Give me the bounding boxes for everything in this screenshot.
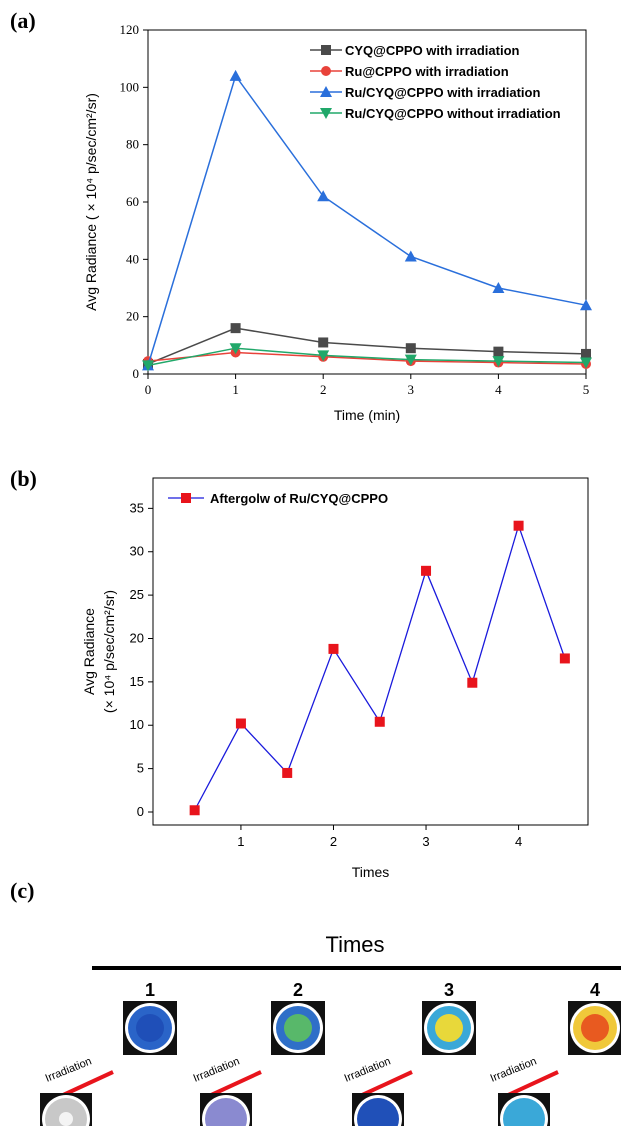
data-point	[421, 565, 432, 576]
y-axis-label-line1: Avg Radiance	[81, 608, 97, 695]
data-point	[404, 354, 417, 366]
legend-label: Ru/CYQ@CPPO with irradiation	[345, 85, 540, 100]
irradiation-label: Irradiation	[192, 1055, 242, 1084]
y-tick-label: 0	[133, 366, 140, 381]
irradiation-label: Irradiation	[489, 1055, 539, 1084]
x-tick-label: 2	[320, 382, 327, 397]
data-point	[559, 653, 570, 664]
data-point	[317, 350, 330, 362]
x-tick-label: 3	[422, 834, 429, 849]
data-point	[581, 348, 591, 359]
series-line	[147, 347, 587, 367]
panel-a-label: (a)	[10, 8, 36, 33]
data-point	[513, 520, 524, 531]
thumb-top-core	[581, 1014, 609, 1042]
thumb-top-core	[136, 1014, 164, 1042]
y-tick-label: 100	[120, 79, 140, 94]
data-point	[580, 299, 592, 311]
data-point	[492, 282, 505, 293]
x-tick-label: 0	[145, 382, 152, 397]
y-tick-label: 20	[130, 630, 144, 645]
series-line	[147, 74, 587, 366]
irradiation-bar	[208, 1070, 262, 1098]
data-point	[492, 356, 505, 368]
y-axis-label: Avg Radiance ( × 10⁴ p/sec/cm²/sr)	[83, 93, 99, 311]
legend-label: Aftergolw of Ru/CYQ@CPPO	[210, 491, 388, 506]
data-point	[230, 323, 241, 334]
irradiation-bar	[60, 1070, 114, 1098]
legend-marker	[320, 108, 332, 119]
data-point	[405, 343, 416, 354]
chart-a-frame	[147, 29, 587, 375]
data-point	[328, 643, 339, 654]
thumb-number: 2	[293, 980, 303, 1000]
legend-marker	[320, 86, 332, 97]
data-point	[142, 360, 154, 372]
x-tick-label: 1	[232, 382, 239, 397]
data-point	[317, 190, 330, 202]
y-tick-label: 80	[126, 137, 139, 152]
y-tick-label: 15	[130, 674, 144, 689]
panel-c-label: (c)	[10, 878, 35, 903]
data-point	[374, 716, 385, 727]
irradiation-bar	[359, 1070, 413, 1098]
data-point	[404, 250, 417, 262]
thumb-bottom-glow	[357, 1098, 399, 1126]
data-point	[229, 343, 242, 355]
thumb-top-core	[435, 1014, 463, 1042]
thumb-number: 3	[444, 980, 454, 1000]
data-point	[235, 718, 246, 729]
series-line	[147, 351, 587, 365]
irradiation-label: Irradiation	[343, 1055, 393, 1084]
series-line	[194, 523, 566, 811]
y-tick-label: 25	[130, 587, 144, 602]
y-tick-label: 60	[126, 194, 139, 209]
x-axis-label: Times	[352, 864, 390, 880]
data-point	[467, 677, 478, 688]
panel-b-label: (b)	[10, 466, 37, 491]
legend-marker	[321, 66, 331, 76]
x-tick-label: 5	[583, 382, 590, 397]
data-point	[282, 767, 293, 778]
legend-marker	[321, 45, 331, 55]
x-tick-label: 2	[330, 834, 337, 849]
x-tick-label: 3	[408, 382, 415, 397]
y-tick-label: 0	[137, 804, 144, 819]
y-tick-label: 40	[126, 251, 139, 266]
y-tick-label: 10	[130, 717, 144, 732]
x-tick-label: 4	[495, 382, 502, 397]
data-point	[189, 805, 200, 816]
chart-b: 1 2 3 4 0 5 10 15 20 25 30 35 Times Avg Radiance (× 10…	[81, 477, 589, 880]
thumb-number: 1	[145, 980, 155, 1000]
y-tick-label: 5	[137, 761, 144, 776]
legend-label: Ru/CYQ@CPPO without irradiation	[345, 106, 561, 121]
x-tick-label: 4	[515, 834, 522, 849]
chart-b-frame	[152, 477, 589, 826]
thumb-bottom-core	[59, 1112, 73, 1126]
thumb-top-core	[284, 1014, 312, 1042]
panel-c-figure: Times 1 Irradiation 2 Irradiation 3 Irradiati…	[40, 932, 621, 1126]
thumb-bottom-glow	[205, 1098, 247, 1126]
data-point	[318, 337, 329, 348]
legend-label: CYQ@CPPO with irradiation	[345, 43, 520, 58]
data-point	[580, 357, 592, 369]
chart-a: 0 1 2 3 4 5 0 20 40 60 80 100 120 Time (min) Avg Radia…	[83, 22, 592, 423]
series-line	[147, 327, 587, 365]
panel-c-title: Times	[325, 932, 384, 957]
y-tick-label: 35	[130, 500, 144, 515]
y-tick-label: 120	[120, 22, 140, 37]
legend-label: Ru@CPPO with irradiation	[345, 64, 509, 79]
y-axis-label-line2: (× 10⁴ p/sec/cm²/sr)	[101, 590, 117, 713]
thumb-number: 4	[590, 980, 600, 1000]
legend-marker	[181, 493, 191, 503]
irradiation-bar	[505, 1070, 559, 1098]
irradiation-label: Irradiation	[44, 1055, 94, 1084]
data-point	[229, 69, 242, 81]
x-tick-label: 1	[237, 834, 244, 849]
data-point	[493, 346, 504, 357]
y-tick-label: 30	[130, 544, 144, 559]
y-tick-label: 20	[126, 309, 139, 324]
thumb-bottom-glow	[503, 1098, 545, 1126]
x-axis-label: Time (min)	[334, 407, 400, 423]
